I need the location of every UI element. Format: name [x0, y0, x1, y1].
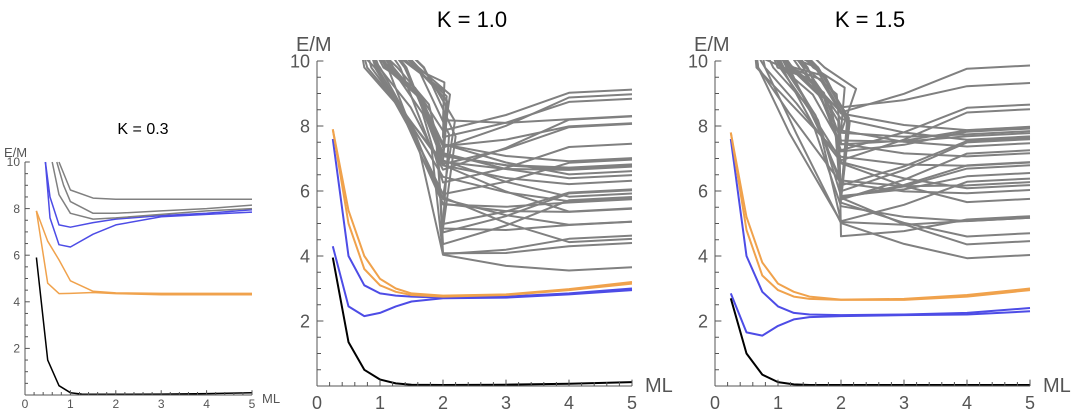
excited-state-line	[408, 60, 633, 225]
x-axis-label: ML	[645, 375, 673, 397]
y-tick-label: 8	[698, 116, 708, 136]
y-tick-label: 6	[13, 248, 20, 262]
series-line-orange	[331, 129, 633, 297]
panel-k-0-3: K = 0.3 E/M ML 0 1 2 3 4 5 2 4 6 8 10	[4, 121, 280, 411]
y-tick-label: 8	[300, 116, 310, 136]
excited-state-line	[800, 60, 1031, 238]
x-tick-label: 0	[22, 397, 29, 411]
series-line-black	[331, 257, 633, 386]
y-axis-label: E/M	[4, 145, 27, 160]
x-tick-label: 5	[627, 393, 637, 413]
excited-state-line	[792, 60, 1031, 204]
series-line-blue	[44, 161, 253, 228]
excited-state-line	[388, 60, 633, 166]
y-tick-label: 6	[698, 181, 708, 201]
y-tick-label: 2	[13, 342, 20, 356]
x-tick-label: 3	[899, 393, 909, 413]
y-tick-label: 8	[13, 202, 20, 216]
excited-state-line	[815, 60, 1031, 138]
y-axis-label: E/M	[296, 34, 332, 56]
x-tick-label: 2	[836, 393, 846, 413]
x-tick-label: 0	[710, 393, 720, 413]
excited-state-line	[378, 60, 633, 169]
series-line-black	[729, 298, 1030, 386]
series-line-orange	[35, 210, 252, 296]
x-tick-label: 4	[203, 397, 210, 411]
x-tick-label: 0	[312, 393, 322, 413]
panel-title: K = 1.5	[835, 7, 905, 32]
series-line-gray	[51, 161, 253, 220]
series-line-blue	[44, 161, 253, 248]
series-line-orange	[35, 210, 252, 295]
excited-state-line	[756, 60, 1031, 195]
y-tick-label: 4	[300, 246, 310, 266]
excited-state-line	[366, 60, 633, 196]
plot-area	[35, 161, 253, 396]
plot-area	[331, 60, 633, 386]
x-tick-label: 4	[962, 393, 972, 413]
x-tick-label: 5	[249, 397, 256, 411]
excited-state-line	[378, 60, 633, 132]
excited-state-line	[773, 60, 1031, 114]
excited-state-line	[785, 60, 1031, 143]
plot-area	[729, 60, 1031, 386]
y-tick-label: 2	[698, 311, 708, 331]
x-tick-label: 1	[375, 393, 385, 413]
y-tick-label: 10	[7, 155, 21, 169]
y-tick-label: 10	[688, 51, 708, 71]
series-line-blue	[729, 138, 1031, 317]
excited-state-line	[776, 60, 1031, 146]
x-axis-label: ML	[1043, 375, 1071, 397]
y-tick-label: 2	[300, 311, 310, 331]
x-axis-label: ML	[262, 391, 280, 406]
panel-title: K = 1.0	[437, 7, 507, 32]
excited-state-line	[397, 60, 633, 234]
x-tick-label: 1	[773, 393, 783, 413]
x-tick-label: 4	[564, 393, 574, 413]
y-axis-label: E/M	[694, 34, 730, 56]
y-tick-label: 4	[13, 295, 20, 309]
series-line-blue	[331, 246, 633, 318]
excited-state-line	[385, 60, 633, 184]
series-line-blue	[331, 138, 633, 299]
panel-k-1-0: K = 1.0 E/M ML 0 1 2 3 4 5 2 4 6 8 10	[290, 7, 673, 413]
series-line-black	[35, 257, 253, 396]
excited-state-line	[364, 60, 633, 213]
x-tick-label: 2	[112, 397, 119, 411]
excited-state-line	[399, 60, 633, 246]
series-line-orange	[729, 132, 1031, 301]
excited-state-line	[382, 60, 633, 272]
series-line-blue	[729, 293, 1031, 337]
series-line-gray	[56, 161, 253, 215]
panel-title: K = 0.3	[117, 121, 168, 138]
x-tick-label: 3	[501, 393, 511, 413]
series-line-orange	[729, 132, 1031, 301]
x-tick-label: 1	[67, 397, 74, 411]
y-tick-label: 4	[698, 246, 708, 266]
x-tick-label: 2	[438, 393, 448, 413]
series-line-gray	[58, 161, 252, 201]
panel-k-1-5: K = 1.5 E/M ML 0 1 2 3 4 5 2 4 6 8 10	[688, 7, 1071, 413]
excited-state-line	[407, 60, 633, 149]
x-tick-label: 3	[158, 397, 165, 411]
x-tick-label: 5	[1025, 393, 1035, 413]
y-tick-label: 6	[300, 181, 310, 201]
excited-state-line	[387, 60, 633, 186]
excited-state-line	[763, 60, 1031, 187]
y-tick-label: 10	[290, 51, 310, 71]
